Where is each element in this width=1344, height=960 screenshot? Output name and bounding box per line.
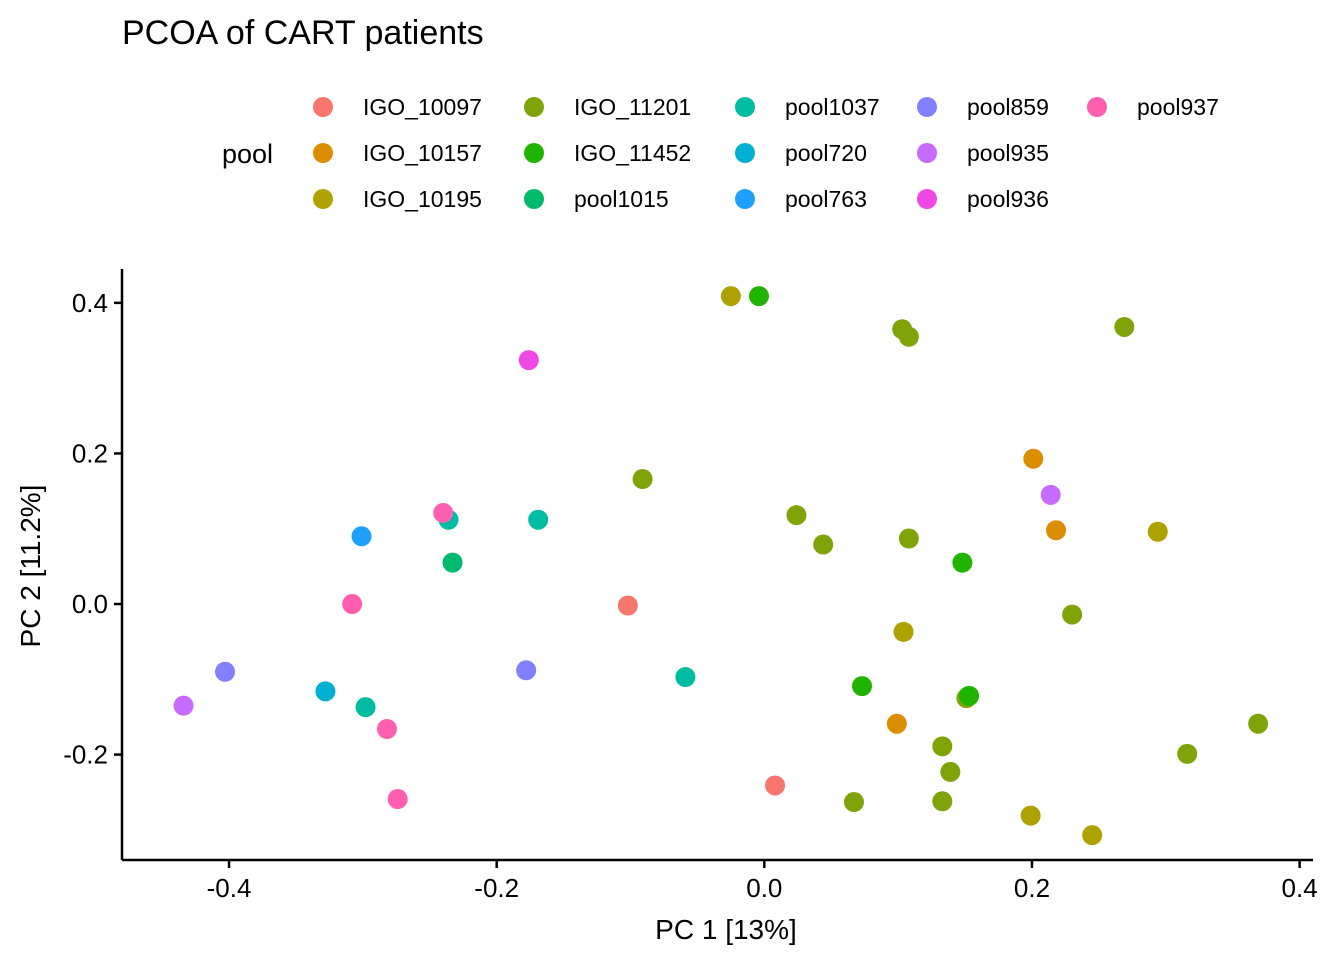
legend-key-pool936 <box>917 189 937 209</box>
data-point-pool1037 <box>355 697 376 718</box>
legend-key-pool720 <box>735 143 755 163</box>
data-point-igo-11201 <box>632 469 653 490</box>
x-tick-label: -0.4 <box>207 873 252 903</box>
data-point-igo-11201 <box>898 528 919 549</box>
x-axis-ticks: -0.4 -0.2 0.0 0.2 0.4 <box>207 860 1318 903</box>
legend-key-pool937 <box>1087 97 1107 117</box>
y-axis-title: PC 2 [11.2%] <box>15 485 46 648</box>
data-point-pool859 <box>215 661 236 682</box>
data-point-pool936 <box>518 350 539 371</box>
x-tick-label: 0.0 <box>746 873 782 903</box>
x-tick-label: 0.2 <box>1014 873 1050 903</box>
legend-label-igo-11201: IGO_11201 <box>574 94 691 120</box>
data-point-igo-11201 <box>1114 316 1135 337</box>
data-point-pool1037 <box>528 509 549 530</box>
data-point-pool937 <box>376 719 397 740</box>
y-tick-label: -0.2 <box>63 740 108 770</box>
legend-label-pool1015: pool1015 <box>574 186 669 212</box>
legend-label-igo-10097: IGO_10097 <box>363 94 482 120</box>
data-point-pool763 <box>351 526 372 547</box>
data-point-igo-10195 <box>720 286 741 307</box>
legend-label-pool936: pool936 <box>967 186 1049 212</box>
data-point-igo-11201 <box>1248 713 1269 734</box>
data-point-pool937 <box>342 594 363 615</box>
data-point-igo-11452 <box>952 552 973 573</box>
legend-key-igo-10097 <box>313 97 333 117</box>
data-point-igo-11201 <box>1062 604 1083 625</box>
data-point-igo-11201 <box>786 505 807 526</box>
data-point-igo-11201 <box>932 736 953 757</box>
data-point-igo-11201 <box>1177 743 1198 764</box>
y-axis-ticks: -0.2 0.0 0.2 0.4 <box>63 288 122 770</box>
legend-key-igo-10195 <box>313 189 333 209</box>
chart-title: PCOA of CART patients <box>122 14 484 52</box>
data-point-igo-10195 <box>893 621 914 642</box>
legend-key-pool859 <box>917 97 937 117</box>
legend-label-pool859: pool859 <box>967 94 1049 120</box>
data-point-igo-10097 <box>617 595 638 616</box>
legend-key-igo-10157 <box>313 143 333 163</box>
data-point-pool937 <box>433 502 454 523</box>
y-tick-label: 0.0 <box>72 589 108 619</box>
data-point-igo-10157 <box>1046 520 1067 541</box>
legend-label-pool763: pool763 <box>785 186 867 212</box>
data-point-igo-11201 <box>932 791 953 812</box>
data-point-pool1037 <box>675 667 696 688</box>
data-point-igo-10195 <box>1147 521 1168 542</box>
legend-label-pool935: pool935 <box>967 140 1049 166</box>
legend-key-pool1015 <box>524 189 544 209</box>
legend-label-igo-10195: IGO_10195 <box>363 186 482 212</box>
data-point-pool859 <box>516 660 537 681</box>
y-tick-label: 0.2 <box>72 438 108 468</box>
data-point-igo-11452 <box>959 685 980 706</box>
data-point-igo-10157 <box>886 713 907 734</box>
data-point-igo-11452 <box>748 286 769 307</box>
y-tick-label: 0.4 <box>72 288 108 318</box>
data-point-pool935 <box>173 695 194 716</box>
legend-label-pool1037: pool1037 <box>785 94 880 120</box>
legend-key-igo-11452 <box>524 143 544 163</box>
data-point-pool720 <box>315 681 336 702</box>
legend-label-pool937: pool937 <box>1137 94 1219 120</box>
data-point-igo-10157 <box>1023 448 1044 469</box>
data-point-igo-10195 <box>1020 805 1041 826</box>
legend: pool IGO_10097 IGO_10157 IGO_10195 IGO_1120… <box>222 94 1219 212</box>
data-point-pool1015 <box>442 552 463 573</box>
data-point-igo-11201 <box>813 534 834 555</box>
data-point-igo-11201 <box>940 761 961 782</box>
data-point-igo-11201 <box>843 792 864 813</box>
legend-key-pool935 <box>917 143 937 163</box>
data-point-igo-11452 <box>852 676 873 697</box>
legend-title: pool <box>222 139 273 169</box>
plot-area: -0.2 0.0 0.2 0.4 -0.4 -0.2 0.0 0.2 0.4 <box>63 269 1318 903</box>
legend-key-igo-11201 <box>524 97 544 117</box>
legend-label-igo-10157: IGO_10157 <box>363 140 482 166</box>
data-points <box>173 286 1269 846</box>
data-point-pool935 <box>1040 484 1061 505</box>
legend-key-pool1037 <box>735 97 755 117</box>
data-point-pool937 <box>387 789 408 810</box>
x-axis-title: PC 1 [13%] <box>655 914 797 945</box>
legend-label-igo-11452: IGO_11452 <box>574 140 691 166</box>
x-tick-label: 0.4 <box>1282 873 1318 903</box>
data-point-igo-10097 <box>765 775 786 796</box>
x-tick-label: -0.2 <box>474 873 519 903</box>
data-point-igo-10195 <box>1082 825 1103 846</box>
legend-label-pool720: pool720 <box>785 140 867 166</box>
legend-key-pool763 <box>735 189 755 209</box>
data-point-igo-11201 <box>898 326 919 347</box>
